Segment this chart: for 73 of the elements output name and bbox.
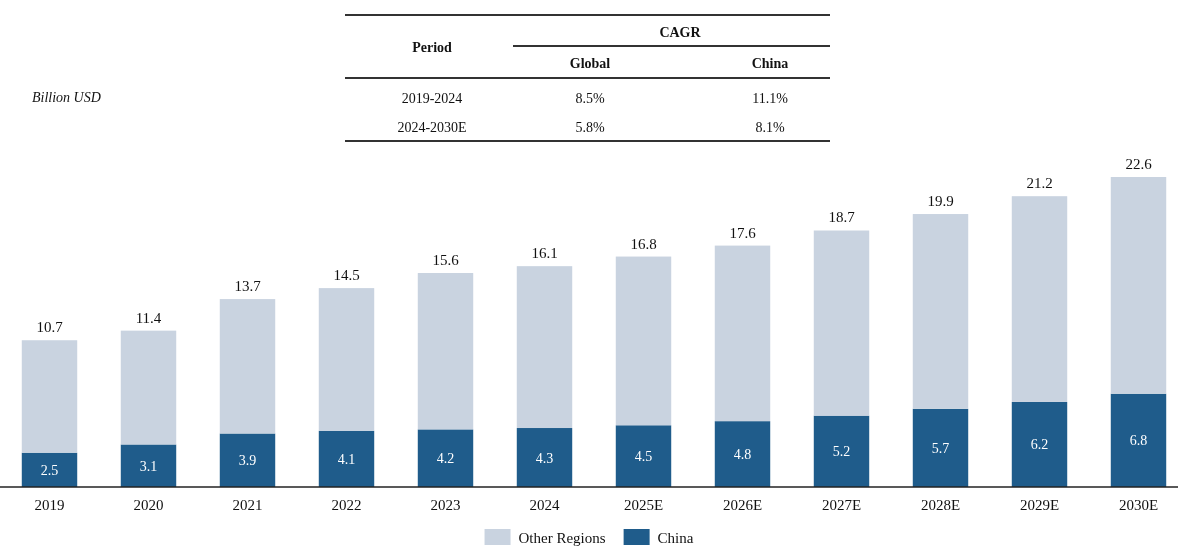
bar xyxy=(318,288,375,431)
x-tick-label: 2024 xyxy=(529,496,560,513)
bar xyxy=(1011,401,1068,487)
bar xyxy=(1110,177,1167,394)
bar xyxy=(21,340,78,453)
bar xyxy=(318,430,375,487)
bar xyxy=(21,452,78,487)
bar xyxy=(219,433,276,487)
data-label: 4.3 xyxy=(535,450,554,466)
total-label: 10.7 xyxy=(36,319,64,336)
text: 2019-2024 xyxy=(401,91,463,106)
total-label: 14.5 xyxy=(333,267,360,284)
bar xyxy=(615,425,672,487)
text: CAGR xyxy=(659,25,702,40)
text: 8.5% xyxy=(575,91,605,106)
text: 2024-2030E xyxy=(397,120,467,135)
bar xyxy=(417,429,474,487)
data-label: 2.5 xyxy=(40,462,59,478)
total-label: 15.6 xyxy=(432,252,460,269)
legend-label: Other Regions xyxy=(518,530,606,546)
text: Period xyxy=(412,40,453,55)
x-tick-label: 2020 xyxy=(133,496,164,513)
data-label: 4.8 xyxy=(733,447,752,463)
total-label: 16.8 xyxy=(630,235,657,252)
data-label: 5.2 xyxy=(832,444,851,460)
x-tick-label: 2030E xyxy=(1118,496,1159,513)
bar xyxy=(219,299,276,434)
total-label: 21.2 xyxy=(1026,175,1053,192)
bar xyxy=(120,444,177,487)
y-axis-title: Billion USD xyxy=(32,90,101,105)
bar xyxy=(714,245,771,422)
data-label: 3.9 xyxy=(238,453,257,469)
bar xyxy=(516,266,573,429)
data-label: 3.1 xyxy=(139,458,158,474)
x-tick-label: 2019 xyxy=(34,496,65,513)
bar xyxy=(714,421,771,487)
x-tick-label: 2029E xyxy=(1019,496,1060,513)
bar xyxy=(813,415,870,487)
x-tick-label: 2025E xyxy=(623,496,664,513)
bar xyxy=(615,256,672,426)
text: 5.8% xyxy=(575,120,605,135)
legend-label: China xyxy=(657,530,694,546)
text: 8.1% xyxy=(755,120,785,135)
data-label: 6.8 xyxy=(1129,433,1148,449)
data-label: 5.7 xyxy=(931,440,950,456)
total-label: 19.9 xyxy=(927,193,954,210)
bar xyxy=(912,408,969,487)
data-label: 4.5 xyxy=(634,449,653,465)
x-tick-label: 2022 xyxy=(331,496,362,513)
x-tick-label: 2021 xyxy=(232,496,263,513)
data-label: 4.1 xyxy=(337,451,356,467)
bar xyxy=(417,273,474,430)
x-tick-label: 2023 xyxy=(430,496,461,513)
text: 11.1% xyxy=(752,91,789,106)
text: Global xyxy=(569,56,611,71)
bar xyxy=(813,230,870,416)
total-label: 18.7 xyxy=(828,209,856,226)
total-label: 17.6 xyxy=(729,224,757,241)
total-label: 22.6 xyxy=(1125,156,1153,172)
x-tick-label: 2027E xyxy=(821,496,862,513)
total-label: 16.1 xyxy=(531,245,558,262)
total-label: 11.4 xyxy=(135,309,162,326)
bar xyxy=(1110,393,1167,487)
x-tick-label: 2028E xyxy=(920,496,961,513)
x-tick-label: 2026E xyxy=(722,496,763,513)
total-label: 13.7 xyxy=(234,278,262,295)
bar xyxy=(1011,196,1068,402)
bar xyxy=(120,330,177,445)
data-label: 6.2 xyxy=(1030,437,1049,453)
data-label: 4.2 xyxy=(436,451,455,467)
text: China xyxy=(751,56,789,71)
bar xyxy=(912,214,969,409)
bar xyxy=(516,428,573,487)
